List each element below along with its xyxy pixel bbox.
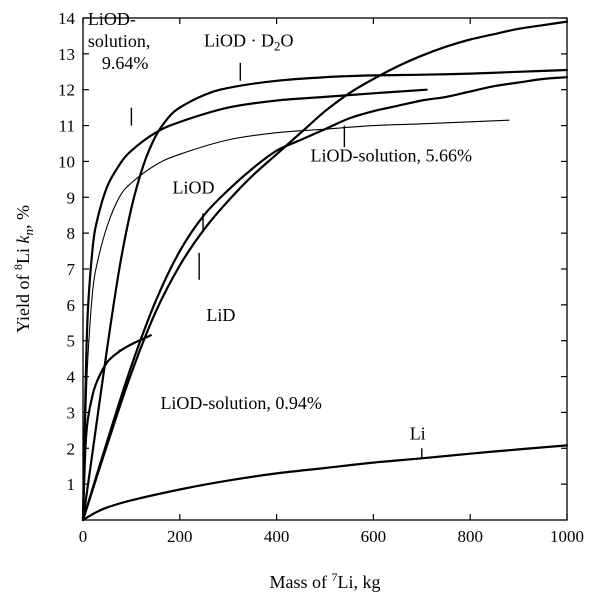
annotation-liod-solution-964-line: LiOD- — [88, 9, 136, 29]
series-line-liod-d2o — [81, 68, 569, 522]
annotation-labels: LiOD-solution, 9.64% LiOD · D2O LiOD-soluti… — [88, 9, 472, 443]
x-tick-label: 1000 — [550, 527, 584, 546]
x-tick-label: 600 — [361, 527, 387, 546]
x-tick-label: 0 — [79, 527, 88, 546]
y-tick-label: 13 — [58, 45, 75, 64]
y-tick-label: 6 — [67, 296, 76, 315]
series-line-liod-solution-0-94 — [81, 334, 152, 522]
y-tick-label: 1 — [67, 475, 76, 494]
y-tick-label: 2 — [67, 439, 76, 458]
series-line-liod — [81, 76, 569, 522]
series-line-liod-solution-9-64 — [81, 88, 428, 522]
series-line-lid — [81, 20, 569, 522]
series-group — [81, 20, 569, 522]
annotation-liod-solution-964-line: 9.64% — [102, 53, 149, 73]
y-tick-label: 9 — [67, 188, 76, 207]
y-tick-label: 10 — [58, 152, 75, 171]
annotation-liod-solution-964-line: solution, — [88, 31, 151, 51]
x-tick-label: 800 — [457, 527, 483, 546]
annotation-liod-d2o-part: O — [281, 31, 294, 51]
y-tick-label: 3 — [67, 403, 76, 422]
annotation-liod-d2o-part: 2 — [274, 39, 281, 54]
annotation-liod-solution-964: LiOD-solution, 9.64% — [88, 9, 151, 73]
x-tick-label: 400 — [264, 527, 290, 546]
y-tick-label: 11 — [59, 117, 75, 136]
annotation-liod-solution-566: LiOD-solution, 5.66% — [310, 145, 472, 165]
y-axis-label: Yield of 8Li kn, % — [11, 205, 36, 333]
plot-frame — [82, 17, 568, 521]
y-tick-label: 5 — [67, 332, 76, 351]
annotation-liod-d2o-part: LiOD · D — [204, 31, 274, 51]
y-tick-label: 4 — [67, 368, 76, 387]
annotation-arrows — [118, 62, 423, 459]
annotation-lid: LiD — [206, 305, 235, 325]
annotation-liod-d2o: LiOD · D2O — [204, 31, 294, 54]
annotation-liod: LiOD — [173, 178, 215, 198]
x-tick-label: 200 — [167, 527, 193, 546]
series-line-li — [81, 444, 569, 522]
x-axis-label: Mass of 7Li, kg — [270, 570, 381, 592]
y-tick-label: 7 — [67, 260, 76, 279]
axis-ticks — [82, 17, 568, 520]
annotation-li: Li — [410, 423, 426, 443]
y-tick-label: 8 — [67, 224, 76, 243]
y-tick-label: 12 — [58, 81, 75, 100]
y-tick-label: 14 — [58, 9, 76, 28]
annotation-liod-solution-094: LiOD-solution, 0.94% — [160, 393, 322, 413]
